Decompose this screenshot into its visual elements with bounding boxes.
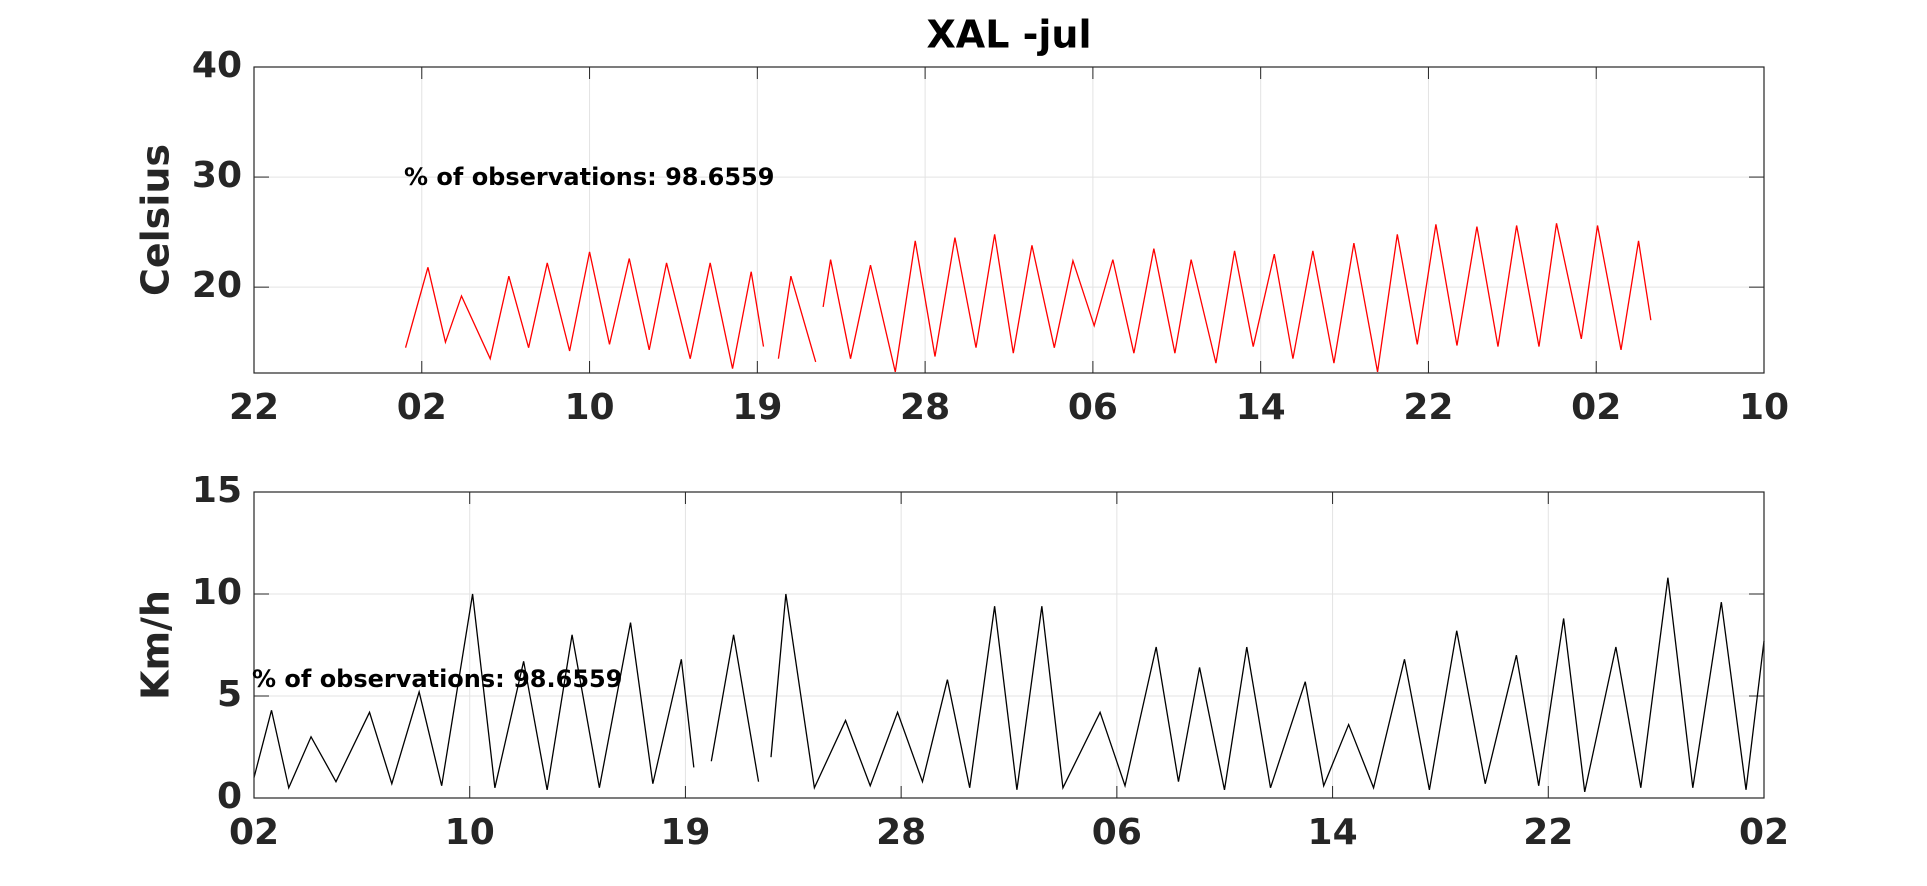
y-axis-label: Celsius <box>134 144 178 296</box>
x-tick-label: 02 <box>1739 812 1789 853</box>
x-tick-label: 28 <box>876 812 926 853</box>
y-tick-label: 20 <box>192 265 242 306</box>
x-tick-label: 28 <box>900 387 950 428</box>
y-tick-label: 0 <box>217 776 242 817</box>
y-tick-label: 5 <box>217 674 242 715</box>
x-tick-label: 02 <box>397 387 447 428</box>
x-tick-label: 19 <box>660 812 710 853</box>
axes-frame <box>253 66 1765 374</box>
x-tick-label: 19 <box>732 387 782 428</box>
x-tick-label: 14 <box>1236 387 1286 428</box>
x-tick-label: 22 <box>1523 812 1573 853</box>
x-tick-label: 10 <box>445 812 495 853</box>
y-tick-label: 15 <box>192 470 242 511</box>
x-tick-label: 10 <box>1739 387 1789 428</box>
x-tick-label: 06 <box>1092 812 1142 853</box>
data-line <box>253 577 1765 793</box>
y-axis-label: Km/h <box>134 590 178 700</box>
x-tick-label: 02 <box>229 812 279 853</box>
axes-frame <box>253 491 1765 799</box>
data-line <box>404 223 1652 373</box>
y-tick-label: 30 <box>192 155 242 196</box>
y-tick-label: 10 <box>192 572 242 613</box>
x-tick-label: 10 <box>565 387 615 428</box>
y-tick-label: 40 <box>192 45 242 86</box>
annotation: % of observations: 98.6559 <box>252 665 622 693</box>
annotation: % of observations: 98.6559 <box>404 163 774 191</box>
x-tick-label: 06 <box>1068 387 1118 428</box>
x-tick-label: 02 <box>1571 387 1621 428</box>
x-tick-label: 22 <box>1403 387 1453 428</box>
chart-title: XAL -jul <box>926 13 1091 57</box>
x-tick-label: 14 <box>1308 812 1358 853</box>
x-tick-label: 22 <box>229 387 279 428</box>
plot-area <box>254 492 1764 798</box>
